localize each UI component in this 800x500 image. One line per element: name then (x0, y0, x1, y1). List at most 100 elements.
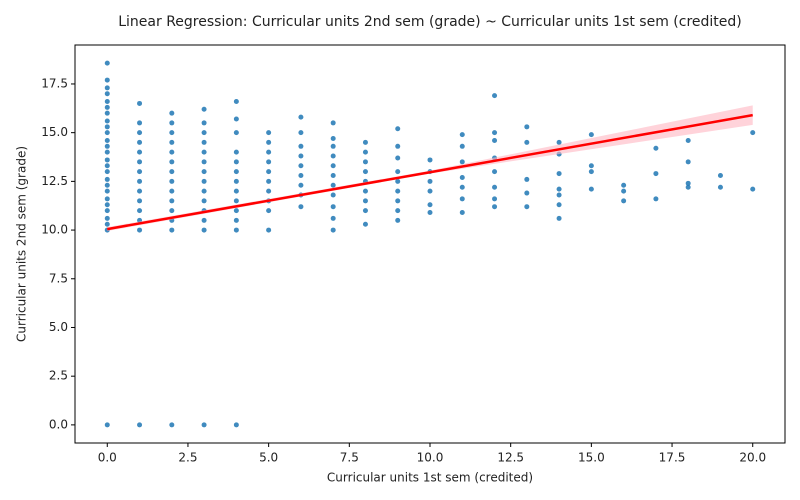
point (104, 98, 110, 104)
point (395, 217, 401, 223)
point (362, 159, 368, 165)
point (395, 143, 401, 149)
y-tick-label: 7.5 (49, 271, 68, 285)
point (362, 149, 368, 155)
point (137, 422, 143, 428)
point (330, 136, 336, 142)
point (524, 190, 530, 196)
point (427, 202, 433, 208)
point (201, 106, 207, 112)
point (362, 208, 368, 214)
point (104, 118, 110, 124)
point (104, 104, 110, 110)
point (104, 124, 110, 130)
point (104, 130, 110, 136)
point (169, 227, 175, 233)
x-tick-label: 2.5 (178, 451, 197, 465)
point (362, 221, 368, 227)
x-tick-label: 7.5 (340, 451, 359, 465)
point (750, 186, 756, 192)
point (685, 180, 691, 186)
point (201, 120, 207, 126)
point (137, 120, 143, 126)
point (685, 184, 691, 190)
point (233, 98, 239, 104)
point (298, 130, 304, 136)
point (330, 173, 336, 179)
point (104, 110, 110, 116)
point (395, 169, 401, 175)
point (104, 143, 110, 149)
point (169, 188, 175, 194)
point (104, 169, 110, 175)
point (492, 137, 498, 143)
point (750, 130, 756, 136)
point (298, 143, 304, 149)
point (169, 208, 175, 214)
point (104, 208, 110, 214)
point (717, 173, 723, 179)
point (201, 159, 207, 165)
x-axis-label: Curricular units 1st sem (credited) (327, 471, 533, 485)
point (169, 178, 175, 184)
point (685, 159, 691, 165)
point (330, 204, 336, 210)
point (556, 171, 562, 177)
point (169, 110, 175, 116)
point (298, 163, 304, 169)
point (137, 139, 143, 145)
point (395, 208, 401, 214)
point (556, 186, 562, 192)
point (104, 163, 110, 169)
point (169, 120, 175, 126)
point (201, 178, 207, 184)
point (362, 188, 368, 194)
point (330, 143, 336, 149)
point (137, 100, 143, 106)
point (524, 176, 530, 182)
point (137, 169, 143, 175)
point (201, 130, 207, 136)
y-tick-label: 12.5 (41, 174, 68, 188)
point (459, 210, 465, 216)
point (524, 124, 530, 130)
point (104, 60, 110, 66)
point (233, 130, 239, 136)
point (266, 227, 272, 233)
point (104, 137, 110, 143)
x-tick-label: 17.5 (659, 451, 686, 465)
point (201, 198, 207, 204)
point (459, 159, 465, 165)
point (427, 188, 433, 194)
point (233, 159, 239, 165)
point (201, 139, 207, 145)
x-tick-label: 0.0 (98, 451, 117, 465)
point (362, 198, 368, 204)
point (169, 130, 175, 136)
x-tick-label: 15.0 (578, 451, 605, 465)
point (330, 120, 336, 126)
point (266, 169, 272, 175)
y-axis-label: Curricular units 2nd sem (grade) (15, 146, 29, 342)
point (621, 182, 627, 188)
point (104, 149, 110, 155)
point (492, 93, 498, 99)
point (298, 182, 304, 188)
point (233, 198, 239, 204)
point (395, 126, 401, 132)
point (588, 132, 594, 138)
y-tick-label: 5.0 (49, 320, 68, 334)
point (266, 188, 272, 194)
point (201, 217, 207, 223)
point (330, 192, 336, 198)
point (137, 198, 143, 204)
point (298, 114, 304, 120)
point (459, 184, 465, 190)
point (266, 130, 272, 136)
point (395, 155, 401, 161)
point (137, 159, 143, 165)
point (459, 174, 465, 180)
regression-line (107, 113, 753, 231)
point (621, 198, 627, 204)
point (137, 188, 143, 194)
